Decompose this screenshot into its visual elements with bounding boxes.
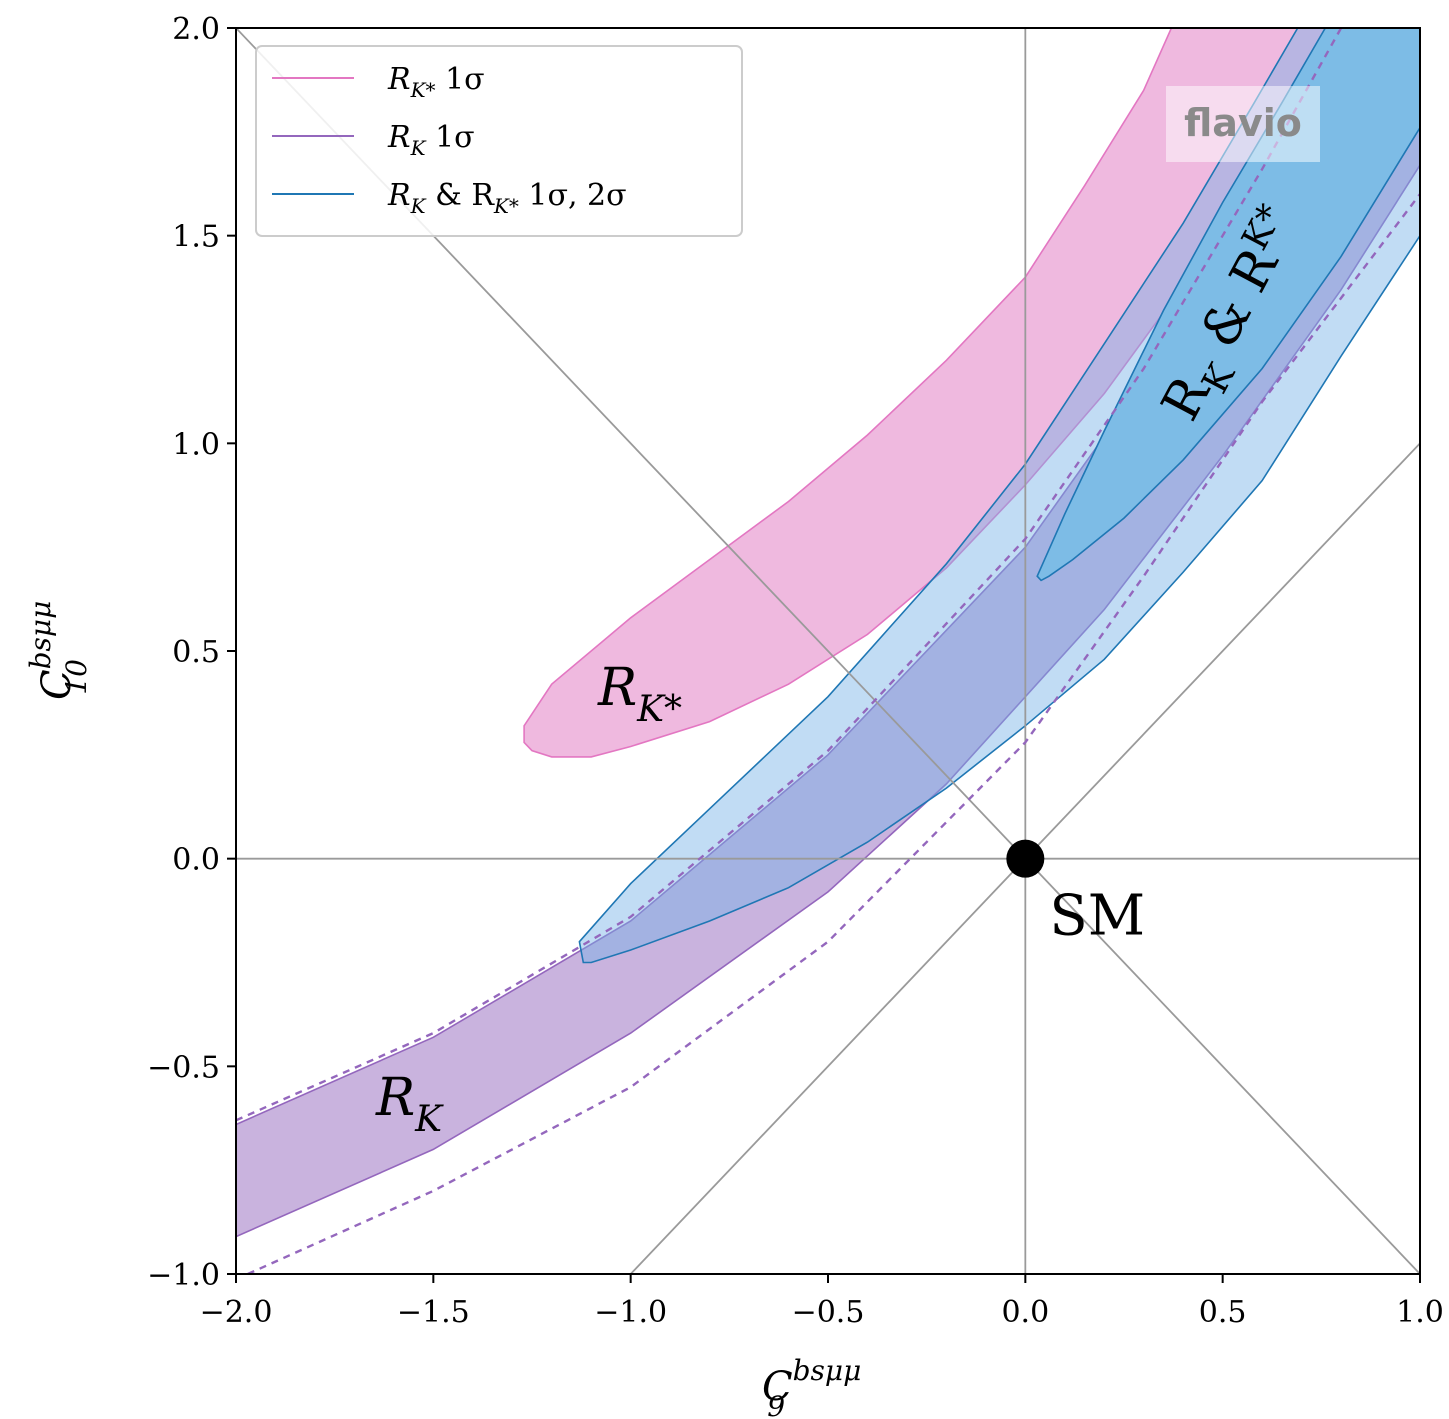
point-SM bbox=[1006, 839, 1045, 878]
legend-label-rkstar: RK* 1σ bbox=[387, 62, 485, 102]
annotation-rkstar: RK* bbox=[597, 658, 682, 730]
x-tick-label: −0.5 bbox=[792, 1295, 865, 1330]
y-tick-label: −1.0 bbox=[147, 1258, 220, 1293]
watermark-text: flavio bbox=[1184, 101, 1302, 145]
sm-point-group: SM bbox=[1006, 839, 1145, 949]
y-tick-label: 2.0 bbox=[172, 12, 220, 47]
y-tick-label: 1.5 bbox=[172, 220, 220, 255]
legend-box bbox=[255, 45, 743, 237]
y-tick-label: 1.0 bbox=[172, 427, 220, 462]
legend-label-rk: RK 1σ bbox=[387, 120, 475, 160]
x-tick-label: −1.0 bbox=[594, 1295, 667, 1330]
x-tick-label: 0.5 bbox=[1199, 1295, 1247, 1330]
point-label-SM: SM bbox=[1049, 884, 1145, 949]
dashed-contours bbox=[236, 28, 1420, 1274]
x-tick-label: −2.0 bbox=[200, 1295, 273, 1330]
x-tick-label: −1.5 bbox=[397, 1295, 470, 1330]
y-axis-ticks: −1.0 −0.5 0.0 0.5 1.0 1.5 2.0 bbox=[147, 12, 236, 1293]
annotation-rk: RK bbox=[375, 1068, 444, 1140]
x-axis-label: Cbsμμ 9 bbox=[762, 1354, 861, 1419]
x-tick-label: 0.0 bbox=[1001, 1295, 1049, 1330]
flavio-watermark: flavio bbox=[1166, 86, 1320, 162]
region-RK-RKstar-1sigma bbox=[1036, 28, 1420, 582]
y-axis-label: Cbsμμ10 bbox=[24, 601, 93, 700]
dashed-RK-2sigma-lower bbox=[247, 193, 1420, 1274]
x-axis-ticks: −2.0 −1.5 −1.0 −0.5 0.0 0.5 1.0 bbox=[200, 1274, 1444, 1330]
x-tick-label: 1.0 bbox=[1396, 1295, 1444, 1330]
y-tick-label: −0.5 bbox=[147, 1050, 220, 1085]
y-tick-label: 0.0 bbox=[172, 843, 220, 878]
y-tick-label: 0.5 bbox=[172, 635, 220, 670]
legend: RK* 1σ RK 1σ RK & RK* 1σ, 2σ bbox=[255, 45, 743, 237]
legend-label-combined: RK & RK* 1σ, 2σ bbox=[387, 178, 627, 218]
dashed-RK-2sigma-upper bbox=[236, 28, 1343, 1122]
